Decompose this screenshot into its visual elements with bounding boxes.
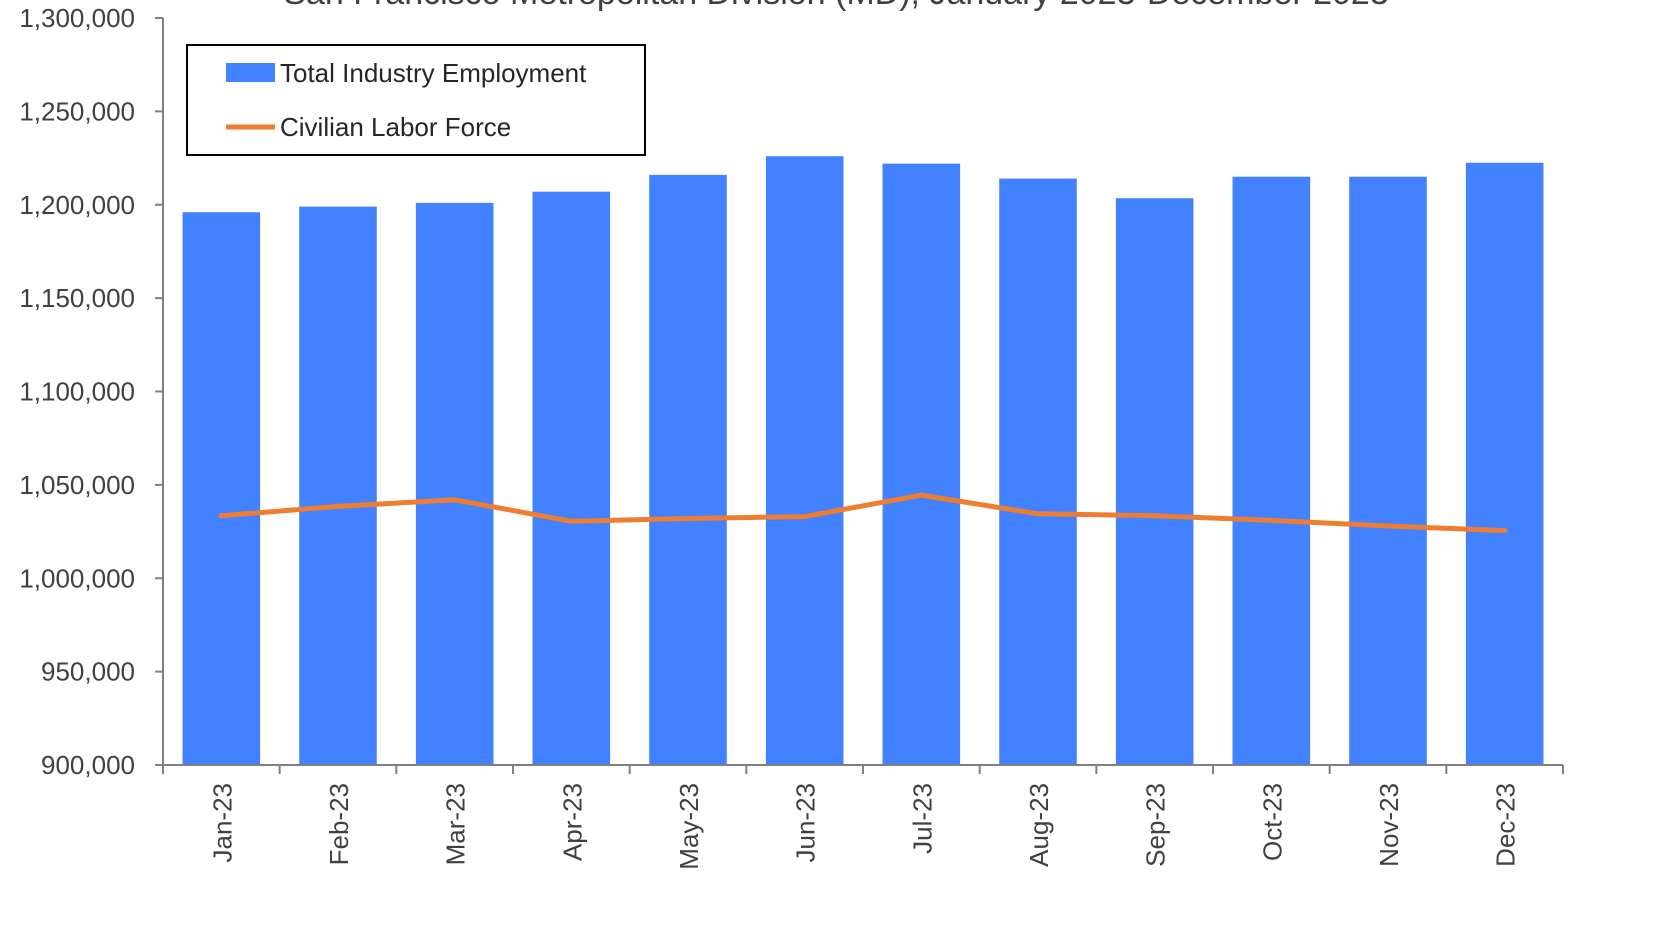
line-point-civilian-labor-force xyxy=(452,497,458,503)
line-civilian-labor-force xyxy=(218,492,1508,534)
line-point-civilian-labor-force xyxy=(568,518,574,524)
x-tick-label: Mar-23 xyxy=(441,783,471,865)
y-tick-label: 1,000,000 xyxy=(19,563,135,593)
x-tick-label: Oct-23 xyxy=(1257,783,1287,861)
line-point-civilian-labor-force xyxy=(1385,523,1391,529)
x-tick-label: Jan-23 xyxy=(207,783,237,863)
bar-total-industry-employment xyxy=(415,202,494,765)
line-point-civilian-labor-force xyxy=(218,513,224,519)
line-series-group xyxy=(218,492,1508,534)
y-tick-label: 950,000 xyxy=(41,657,135,687)
x-tick-label: Jun-23 xyxy=(791,783,821,863)
y-tick-label: 1,050,000 xyxy=(19,470,135,500)
bar-total-industry-employment xyxy=(999,178,1077,766)
bar-total-industry-employment xyxy=(1465,162,1544,765)
y-tick-label: 1,200,000 xyxy=(19,190,135,220)
chart-title: San Francisco Metropolitan Division (MD)… xyxy=(283,0,1388,12)
line-point-civilian-labor-force xyxy=(685,515,691,521)
x-tick-group: Jan-23 Feb-23 Mar-23 Apr-23 May-23 Jun-23 Jul-… xyxy=(162,765,1564,870)
line-point-civilian-labor-force xyxy=(1152,513,1158,519)
bar-total-industry-employment xyxy=(532,191,611,766)
y-tick-label: 1,300,000 xyxy=(19,3,135,33)
legend: Total Industry Employment Civilian Labor… xyxy=(186,44,646,156)
bar-total-industry-employment xyxy=(1115,198,1194,765)
x-tick-label: Sep-23 xyxy=(1141,783,1171,867)
bar-total-industry-employment xyxy=(882,163,961,766)
y-tick-label: 900,000 xyxy=(41,750,135,780)
x-tick-label: May-23 xyxy=(674,783,704,870)
x-tick-label: Dec-23 xyxy=(1491,783,1521,867)
bar-series-group xyxy=(182,156,1544,766)
legend-label-labor-force: Civilian Labor Force xyxy=(280,112,511,142)
bar-total-industry-employment xyxy=(765,156,844,765)
y-tick-label: 1,250,000 xyxy=(19,96,135,126)
line-point-civilian-labor-force xyxy=(335,503,341,509)
bar-total-industry-employment xyxy=(299,206,377,765)
y-tick-label: 1,150,000 xyxy=(19,283,135,313)
bar-total-industry-employment xyxy=(649,174,727,765)
line-point-civilian-labor-force xyxy=(1502,528,1508,534)
y-tick-label: 1,100,000 xyxy=(19,377,135,407)
bar-total-industry-employment xyxy=(1349,176,1427,766)
legend-swatch-employment xyxy=(226,63,275,82)
bar-total-industry-employment xyxy=(182,212,261,766)
line-point-civilian-labor-force xyxy=(802,514,808,520)
x-tick-label: Nov-23 xyxy=(1374,783,1404,867)
line-point-civilian-labor-force xyxy=(1268,517,1274,523)
line-point-civilian-labor-force xyxy=(918,492,924,498)
x-tick-label: Aug-23 xyxy=(1024,783,1054,867)
line-point-civilian-labor-force xyxy=(1035,511,1041,517)
legend-label-employment: Total Industry Employment xyxy=(280,58,587,88)
x-tick-label: Apr-23 xyxy=(557,783,587,861)
bar-total-industry-employment xyxy=(1232,176,1311,766)
x-tick-label: Jul-23 xyxy=(907,783,937,854)
x-tick-label: Feb-23 xyxy=(324,783,354,865)
y-tick-group: 900,000 950,000 1,000,000 1,050,000 1,100,00… xyxy=(19,3,163,780)
